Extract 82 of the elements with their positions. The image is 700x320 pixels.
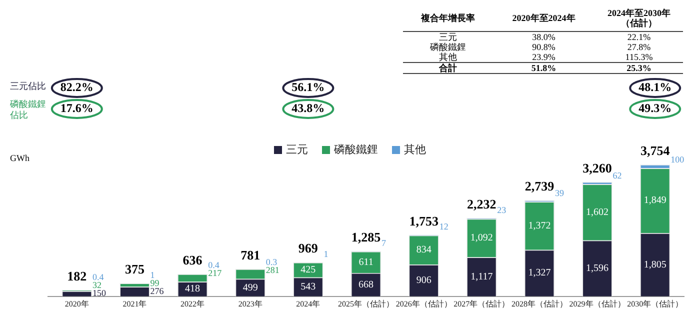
x-tick-label: 2020年	[64, 299, 89, 308]
text: 48.1%	[638, 80, 672, 94]
text: 25.3%	[626, 62, 652, 74]
data-label: 499	[242, 282, 258, 294]
legend-label: 其他	[404, 142, 426, 157]
legend-label: 磷酸鐵鋰	[334, 142, 378, 157]
text: 其他	[438, 52, 458, 62]
text: 2020年至2024年	[511, 12, 576, 25]
data-label: 217	[208, 268, 222, 278]
total-label: 781	[240, 247, 260, 262]
data-label: 276	[150, 286, 164, 296]
text: 38.0%	[531, 32, 556, 42]
data-label: 150	[92, 288, 106, 298]
x-tick-label: 2022年	[180, 299, 205, 308]
text: 115.3%	[624, 52, 654, 62]
text: 2024年至2030年（估計）	[606, 8, 672, 30]
x-tick-label: 2024年	[296, 299, 320, 308]
text: 複合年增長率	[420, 12, 476, 25]
total-label: 3,260	[582, 160, 612, 176]
text: 三元佔比	[10, 82, 47, 93]
y-axis-title: GWh	[10, 153, 30, 163]
text: 23.9%	[531, 52, 556, 62]
total-label: 2,739	[524, 178, 555, 194]
total-label: 182	[67, 268, 87, 284]
data-label: 100	[670, 154, 685, 165]
x-tick-label: 2030年（估計）	[627, 299, 684, 308]
total-label: 375	[124, 262, 145, 277]
data-label: 418	[185, 284, 200, 295]
data-label: 1,327	[528, 268, 551, 279]
total-label: 636	[182, 252, 203, 268]
data-label: 281	[266, 265, 280, 276]
data-label: 23	[497, 205, 507, 216]
x-tick-label: 2027年（估計）	[454, 299, 510, 308]
data-label: 1,602	[586, 206, 609, 218]
data-label: 62	[612, 170, 622, 181]
data-label: 1,596	[586, 263, 609, 274]
text: 56.1%	[292, 80, 325, 94]
text: 三元	[438, 32, 458, 42]
text: 22.1%	[626, 32, 652, 42]
text: 82.2%	[60, 80, 94, 94]
data-label: 1	[324, 248, 328, 259]
data-label: 1,849	[644, 195, 666, 206]
total-label: 2,232	[467, 196, 496, 212]
x-tick-label: 2028年（估計）	[511, 299, 568, 308]
total-label: 1,285	[351, 230, 382, 245]
text: 51.8%	[530, 62, 558, 74]
total-label: 1,753	[409, 213, 439, 228]
x-tick-label: 2029年（估計）	[569, 299, 626, 308]
data-label: 906	[416, 275, 432, 286]
text: 49.3%	[638, 101, 672, 116]
text: 磷酸鐵鋰	[428, 42, 467, 52]
data-label: 1,117	[470, 271, 493, 282]
data-label: 12	[439, 222, 448, 232]
text: 磷酸鐵鋰佔比	[10, 100, 47, 122]
data-label: 7	[382, 238, 387, 248]
data-label: 99	[150, 278, 160, 288]
data-label: 39	[554, 188, 564, 198]
data-label: 32	[92, 280, 102, 290]
text: 27.8%	[626, 42, 652, 52]
text: 17.6%	[60, 101, 94, 116]
text: 合計	[438, 62, 458, 74]
text: 43.8%	[292, 101, 325, 116]
total-label: 3,754	[640, 142, 670, 158]
data-label: 834	[416, 244, 432, 256]
data-label: 1	[150, 270, 155, 280]
data-label: 0.4	[208, 260, 220, 270]
legend-label: 三元	[286, 142, 308, 157]
data-label: 0.3	[266, 257, 278, 268]
data-label: 1,092	[470, 232, 493, 244]
data-label: 668	[358, 279, 374, 290]
data-label: 1,805	[644, 259, 666, 270]
total-label: 969	[298, 240, 318, 256]
data-label: 1,372	[528, 220, 551, 232]
x-tick-label: 2023年	[238, 299, 262, 308]
data-label: 425	[300, 264, 316, 276]
x-tick-label: 2025年（估計）	[338, 299, 394, 308]
text: 90.8%	[531, 42, 556, 52]
data-label: 543	[300, 281, 316, 292]
x-tick-label: 2021年	[122, 299, 147, 308]
data-label: 611	[358, 256, 374, 268]
data-label: 0.4	[92, 272, 104, 282]
x-tick-label: 2026年（估計）	[396, 299, 452, 308]
